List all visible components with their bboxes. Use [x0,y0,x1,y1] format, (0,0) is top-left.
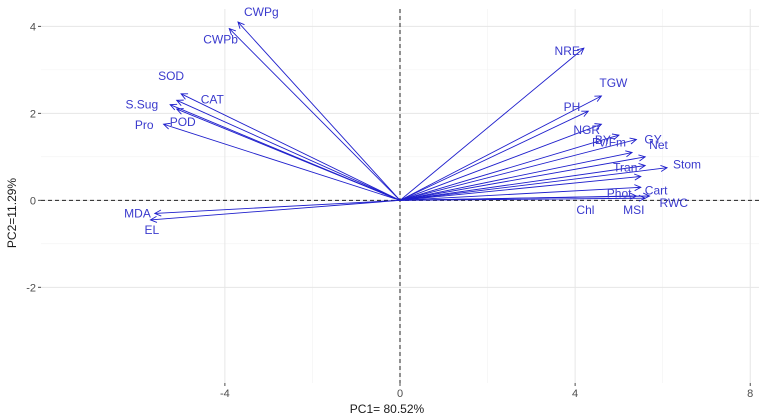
arrowhead [594,95,603,102]
variable-labels: CWPg CWPb SOD CAT S.Sug POD Pro MDA EL NRE TGW PH NG… [124,5,701,237]
label-s-sug: S.Sug [125,98,158,112]
label-cat: CAT [201,92,225,106]
arrowhead [180,93,189,100]
vector-cat [176,99,401,201]
label-by: BY [595,133,611,147]
vector-nre [399,47,585,201]
y-tick-label: 2 [30,108,36,120]
y-axis-ticks: -2 0 2 4 [26,21,41,294]
arrowhead [638,154,647,162]
vector-fv-fm [399,152,633,201]
label-el: EL [144,223,159,237]
label-nre: NRE [555,44,580,58]
variable-vectors [149,21,669,223]
arrowhead [611,133,620,141]
arrowhead [629,192,638,200]
vector-stom [399,167,668,201]
arrowhead [594,123,603,130]
x-axis-title: PC1= 80.52% [350,402,425,416]
vector-ph [399,110,589,201]
arrowhead [660,165,669,172]
y-tick-label: -2 [26,282,36,294]
vector-sod [180,93,401,201]
x-tick-label: 4 [572,388,578,400]
vector-chl [399,195,637,201]
vector-gy [399,139,637,201]
vector-net [399,156,646,201]
vector-cwpg [237,21,401,201]
arrowhead [169,103,178,111]
vector-ngr [399,123,602,201]
x-tick-label: 0 [397,388,403,400]
label-rwc: RWC [660,196,689,210]
vector-tgw [399,95,602,201]
label-msi: MSI [623,203,644,217]
label-cart: Cart [645,183,668,197]
label-gy: GY [644,132,661,146]
label-pod: POD [170,115,196,129]
arrowhead [634,184,642,192]
arrowhead [162,122,171,130]
label-cwpg: CWPg [244,5,279,19]
arrowhead [634,173,642,181]
vector-el [150,199,401,221]
vector-cwpb [228,28,401,201]
arrowhead [581,110,590,117]
label-pro: Pro [135,118,154,132]
label-ngr: NGR [573,123,600,137]
label-tgw: TGW [599,76,628,90]
x-tick-label: 8 [747,388,753,400]
label-ph: PH [564,100,581,114]
arrowhead [629,137,638,145]
y-axis-title: PC2=11.29% [5,178,19,248]
vector-phot [399,186,641,201]
arrowhead [638,163,647,170]
arrowhead [175,108,184,115]
arrowhead [576,47,585,55]
x-tick-label: -4 [220,388,230,400]
vector-pod [176,108,401,201]
label-stom: Stom [673,158,701,172]
arrowhead [153,209,162,217]
y-tick-label: 0 [30,195,36,207]
arrowhead [625,150,634,158]
x-axis-ticks: -4 0 4 8 [220,383,753,400]
label-chl: Chl [576,203,594,217]
vector-tran [399,165,646,201]
arrowhead [228,27,237,36]
vector-by [399,134,620,201]
y-tick-label: 4 [30,21,36,33]
label-sod: SOD [158,69,184,83]
vector-pro [163,123,401,201]
arrowhead [638,194,647,202]
label-mda: MDA [124,206,151,220]
vector-cart [399,175,641,201]
label-tran: Tran [613,161,637,175]
label-cwpb: CWPb [203,33,238,47]
arrowhead [149,216,158,223]
label-fv-fm: Fv/Fm [592,136,626,150]
vector-mda [154,199,401,214]
label-net: Net [649,138,668,152]
arrowhead [237,21,245,29]
label-phot: Phot [607,186,632,200]
arrowhead [175,99,184,106]
